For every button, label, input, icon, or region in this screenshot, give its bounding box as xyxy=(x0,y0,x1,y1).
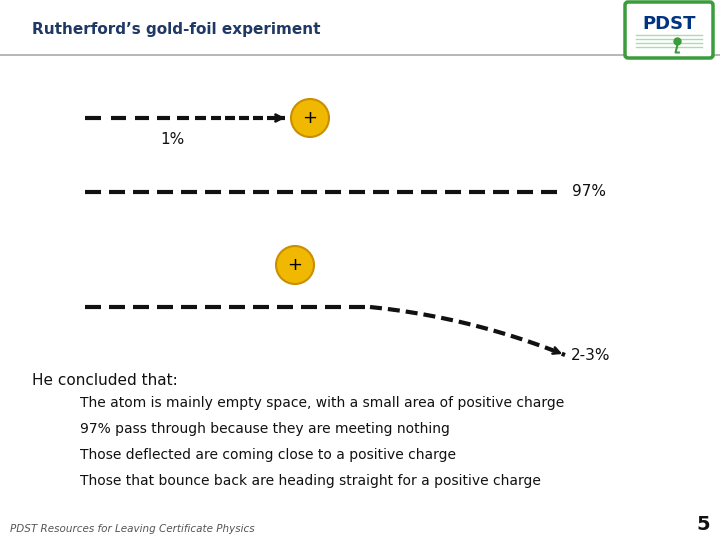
Text: PDST: PDST xyxy=(642,15,696,33)
Text: 97% pass through because they are meeting nothing: 97% pass through because they are meetin… xyxy=(80,422,450,436)
Text: The atom is mainly empty space, with a small area of positive charge: The atom is mainly empty space, with a s… xyxy=(80,396,564,410)
Text: +: + xyxy=(302,109,318,127)
Text: 1%: 1% xyxy=(160,132,184,147)
Text: Rutherford’s gold-foil experiment: Rutherford’s gold-foil experiment xyxy=(32,22,320,37)
Text: PDST Resources for Leaving Certificate Physics: PDST Resources for Leaving Certificate P… xyxy=(10,524,255,534)
Ellipse shape xyxy=(276,246,314,284)
Text: +: + xyxy=(287,256,302,274)
Text: Those deflected are coming close to a positive charge: Those deflected are coming close to a po… xyxy=(80,448,456,462)
FancyBboxPatch shape xyxy=(625,2,713,58)
Text: 97%: 97% xyxy=(572,185,606,199)
Ellipse shape xyxy=(291,99,329,137)
Text: 2-3%: 2-3% xyxy=(571,348,611,362)
Text: He concluded that:: He concluded that: xyxy=(32,373,178,388)
Text: Those that bounce back are heading straight for a positive charge: Those that bounce back are heading strai… xyxy=(80,474,541,488)
Text: 5: 5 xyxy=(696,515,710,534)
